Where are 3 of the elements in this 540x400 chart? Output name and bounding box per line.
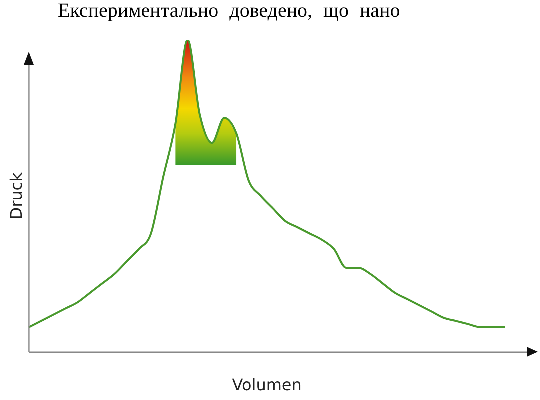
text: Експериментально доведено, що нано [58, 0, 400, 23]
x-axis-title: Volumen [232, 376, 302, 395]
y-axis-title: Druck [6, 172, 26, 220]
